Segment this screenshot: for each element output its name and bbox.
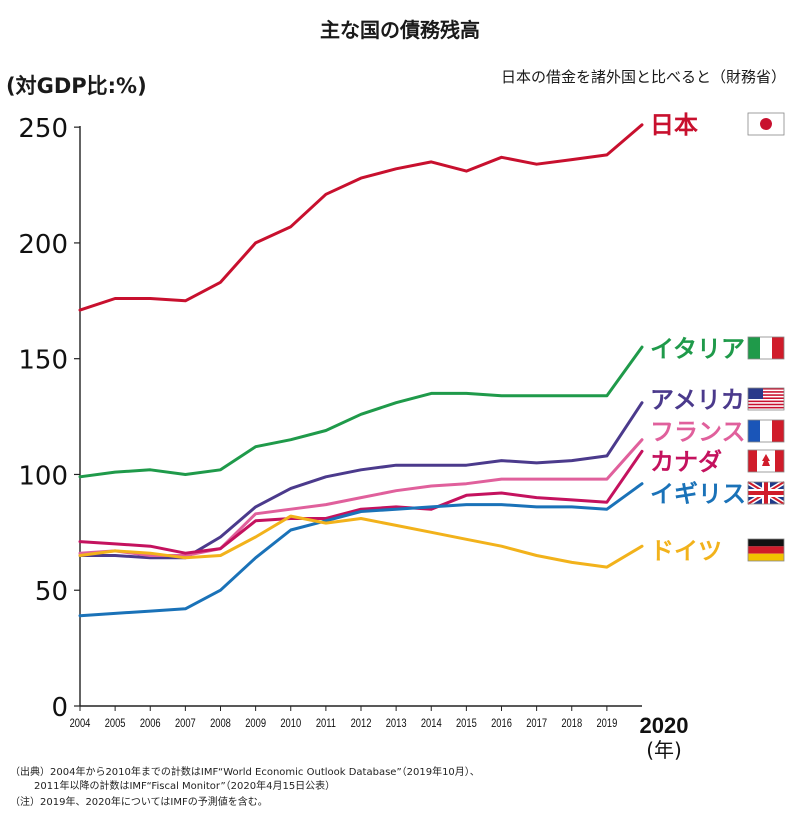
flag-disc <box>760 118 772 130</box>
flag-band <box>772 420 784 442</box>
x-tick-label: 2015 <box>456 717 477 730</box>
x-tick-label: 2005 <box>105 717 126 730</box>
y-tick-label: 200 <box>18 230 68 260</box>
legend-label: カナダ <box>650 448 722 476</box>
flag-border <box>747 449 785 473</box>
flag-stripe <box>748 406 784 409</box>
flag-border <box>747 387 785 411</box>
x-tick-label: 2007 <box>175 717 196 730</box>
series-line <box>78 345 644 479</box>
series-line <box>78 514 644 569</box>
x-tick-label: 2006 <box>140 717 161 730</box>
flag-band <box>748 450 757 472</box>
japan-flag-icon <box>747 112 785 136</box>
x-tick-label: 2004 <box>70 717 91 730</box>
flag-band <box>775 450 784 472</box>
x-tick-label: 2008 <box>210 717 231 730</box>
flag-band <box>748 420 760 442</box>
flag-band <box>748 546 784 554</box>
flag-border <box>747 112 785 136</box>
series-layer <box>78 123 644 618</box>
flag-border <box>747 481 785 505</box>
legend-label: フランス <box>650 418 746 446</box>
flag-band <box>760 420 772 442</box>
legend-label: 日本 <box>650 111 698 139</box>
x-axis-label: (年) <box>646 738 682 762</box>
uk-flag-icon <box>746 479 786 507</box>
legend-label: イギリス <box>650 480 746 508</box>
france-flag-icon <box>747 419 785 443</box>
series-line <box>78 449 644 555</box>
y-tick-label: 250 <box>18 114 68 144</box>
subtitle: 日本の借金を諸外国と比べると（財務省） <box>500 68 786 86</box>
y-axis-label: (対GDP比:%) <box>6 74 147 98</box>
x-tick-label: 2011 <box>316 717 336 730</box>
usa-flag-icon <box>747 387 785 411</box>
germany-flag-icon <box>747 538 785 562</box>
y-tick-label: 150 <box>18 346 68 376</box>
flag-border <box>747 336 785 360</box>
y-tick-label: 50 <box>35 577 68 607</box>
y-tick-label: 100 <box>18 461 68 491</box>
flag-stripe <box>748 388 784 390</box>
flag-stripe <box>748 403 784 406</box>
flag-cross-red <box>748 491 784 495</box>
legend-label: アメリカ <box>650 386 745 414</box>
flag-border <box>747 538 785 562</box>
flag-band <box>748 553 784 561</box>
flag-stripe <box>748 400 784 403</box>
axes: 0 50 100 150 200 250 2004 2005 2006 2007 2008 2009 2… <box>18 114 688 762</box>
flag-border <box>747 419 785 443</box>
source-note-2: 2011年以降の計数はIMF“Fiscal Monitor”（2020年4月15… <box>34 781 336 792</box>
flag-band <box>748 337 760 359</box>
x-tick-label: 2012 <box>351 717 372 730</box>
x-tick-label: 2018 <box>561 717 582 730</box>
flag-band <box>748 539 784 547</box>
source-note-1: （出典）2004年から2010年までの計数はIMF“World Economic… <box>10 767 480 778</box>
flag-band <box>772 337 784 359</box>
legend-label: イタリア <box>650 335 745 363</box>
x-tick-label: 2013 <box>386 717 407 730</box>
flag-leaf <box>762 454 770 466</box>
flag-stripe <box>748 391 784 393</box>
legend-label: ドイツ <box>650 537 722 565</box>
canada-flag-icon <box>747 449 785 473</box>
x-tick-label: 2019 <box>596 717 617 730</box>
series-line <box>78 401 644 560</box>
x-tick-label: 2016 <box>491 717 512 730</box>
flag-stripe <box>748 394 784 396</box>
flag-band <box>760 337 772 359</box>
flag-stripe <box>748 397 784 399</box>
footnote: （注）2019年、2020年についてはIMFの予測値を含む。 <box>10 797 268 808</box>
x-tick-label: 2010 <box>280 717 301 730</box>
x-tick-label: 2009 <box>245 717 266 730</box>
series-line <box>78 482 644 618</box>
chart-title: 主な国の債務残高 <box>320 18 480 42</box>
series-line <box>78 123 644 312</box>
x-tick-label-last: 2020 <box>640 713 689 738</box>
italy-flag-icon <box>747 336 785 360</box>
flag-canton <box>748 388 763 399</box>
y-tick-label: 0 <box>51 693 68 723</box>
x-tick-label: 2014 <box>421 717 442 730</box>
x-tick-label: 2017 <box>526 717 547 730</box>
